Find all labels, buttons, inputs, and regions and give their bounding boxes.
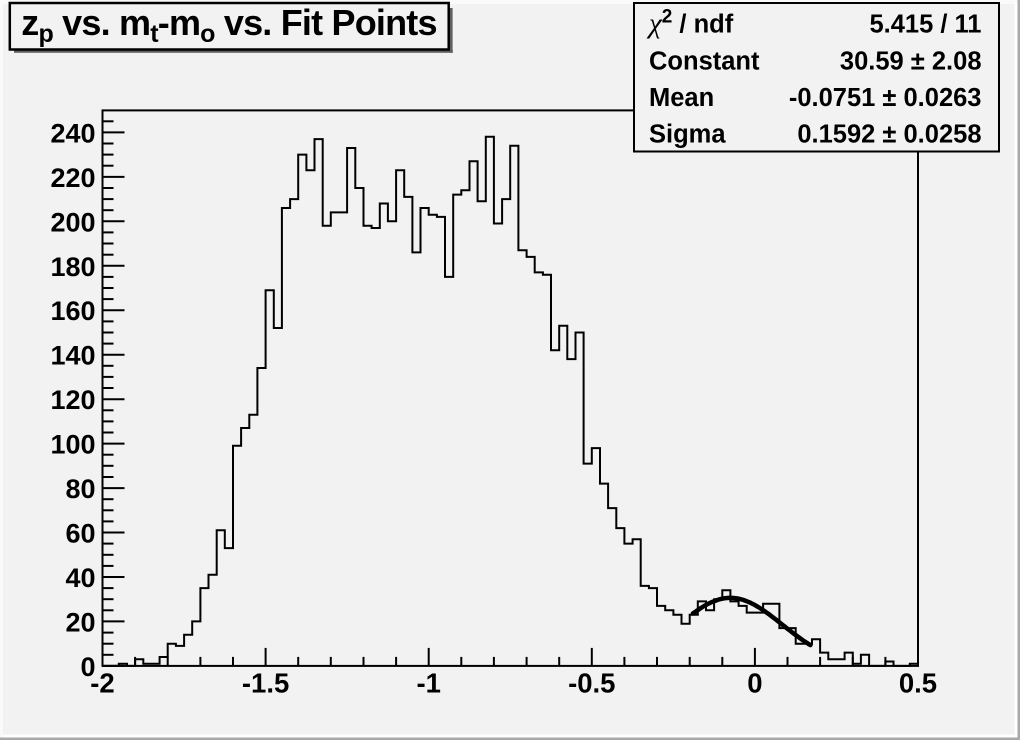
svg-text:0.1592 ± 0.0258: 0.1592 ± 0.0258	[797, 121, 981, 149]
svg-text:80: 80	[65, 474, 95, 504]
svg-text:5.415 / 11: 5.415 / 11	[869, 11, 981, 39]
svg-text:220: 220	[50, 163, 95, 193]
svg-text:-0.0751 ± 0.0263: -0.0751 ± 0.0263	[789, 84, 982, 112]
svg-text:180: 180	[50, 252, 95, 282]
svg-text:30.59 ± 2.08: 30.59 ± 2.08	[840, 48, 982, 76]
svg-text:60: 60	[65, 519, 95, 549]
svg-text:200: 200	[50, 207, 95, 237]
svg-text:-1: -1	[416, 668, 440, 699]
svg-text:zp vs. mt-mo vs. Fit Points: zp vs. mt-mo vs. Fit Points	[21, 2, 436, 48]
svg-text:20: 20	[65, 607, 95, 637]
svg-text:0.5: 0.5	[899, 668, 937, 699]
svg-text:0: 0	[80, 652, 95, 682]
svg-text:120: 120	[50, 385, 95, 415]
svg-text:Constant: Constant	[649, 48, 760, 76]
svg-text:100: 100	[50, 430, 95, 460]
svg-text:-2: -2	[90, 668, 114, 699]
svg-text:-0.5: -0.5	[568, 668, 615, 699]
svg-text:40: 40	[65, 563, 95, 593]
svg-text:240: 240	[50, 118, 95, 148]
svg-text:140: 140	[50, 341, 95, 371]
svg-text:160: 160	[50, 296, 95, 326]
svg-text:-1.5: -1.5	[242, 668, 289, 699]
svg-text:χ2 / ndf: χ2 / ndf	[646, 7, 734, 40]
svg-text:Sigma: Sigma	[649, 121, 726, 149]
svg-text:0: 0	[747, 668, 762, 699]
svg-text:Mean: Mean	[649, 84, 714, 112]
